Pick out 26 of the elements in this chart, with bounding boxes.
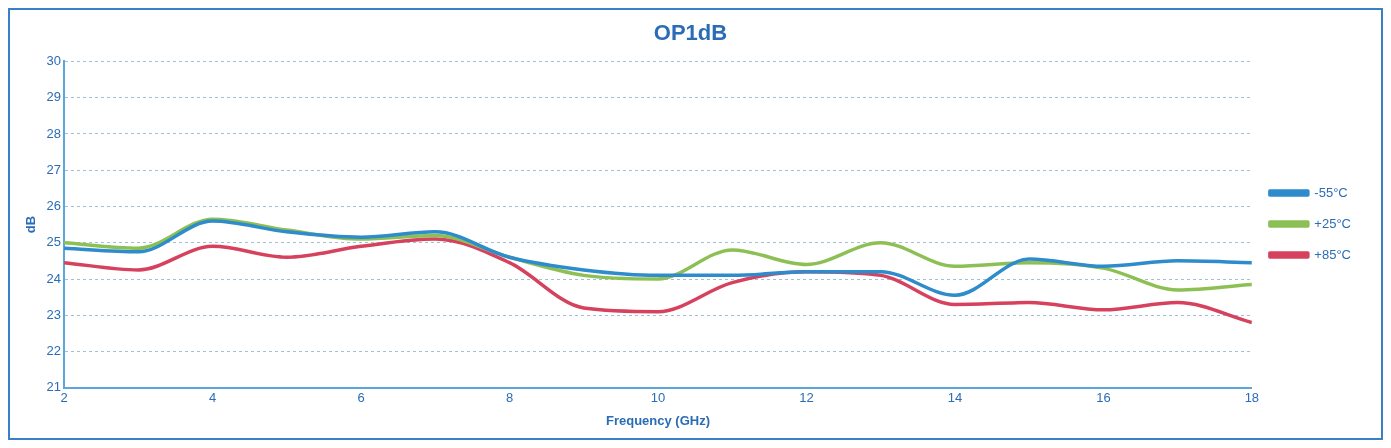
legend-label: -55°C xyxy=(1314,184,1348,200)
x-tick-label: 18 xyxy=(1244,390,1260,406)
x-tick-label: 14 xyxy=(947,390,963,406)
chart-title: OP1dB xyxy=(653,20,728,46)
y-tick-label: 28 xyxy=(46,125,62,141)
x-tick-label: 6 xyxy=(357,390,365,406)
line-series xyxy=(64,237,1252,325)
y-axis-title: dB xyxy=(23,215,39,234)
y-tick-label: 29 xyxy=(46,89,62,105)
y-tick-label: 25 xyxy=(46,234,62,250)
x-axis-title: Frequency (GHz) xyxy=(605,412,710,428)
x-tick-label: 2 xyxy=(60,390,68,406)
y-tick-label: 23 xyxy=(46,306,62,322)
x-tick-label: 10 xyxy=(650,390,666,406)
y-tick-label: 27 xyxy=(46,161,62,177)
x-tick-label: 8 xyxy=(505,390,514,406)
y-tick-label: 24 xyxy=(46,270,62,286)
x-tick-label: 16 xyxy=(1096,390,1111,406)
x-tick-label: 12 xyxy=(799,390,814,406)
y-tick-label: 30 xyxy=(46,52,62,68)
y-tick-label: 26 xyxy=(46,198,62,214)
y-tick-label: 21 xyxy=(46,379,62,395)
x-tick-label: 4 xyxy=(208,390,217,406)
legend-label: +85°C xyxy=(1314,246,1351,262)
legend-label: +25°C xyxy=(1314,215,1351,231)
y-tick-label: 22 xyxy=(46,343,62,359)
